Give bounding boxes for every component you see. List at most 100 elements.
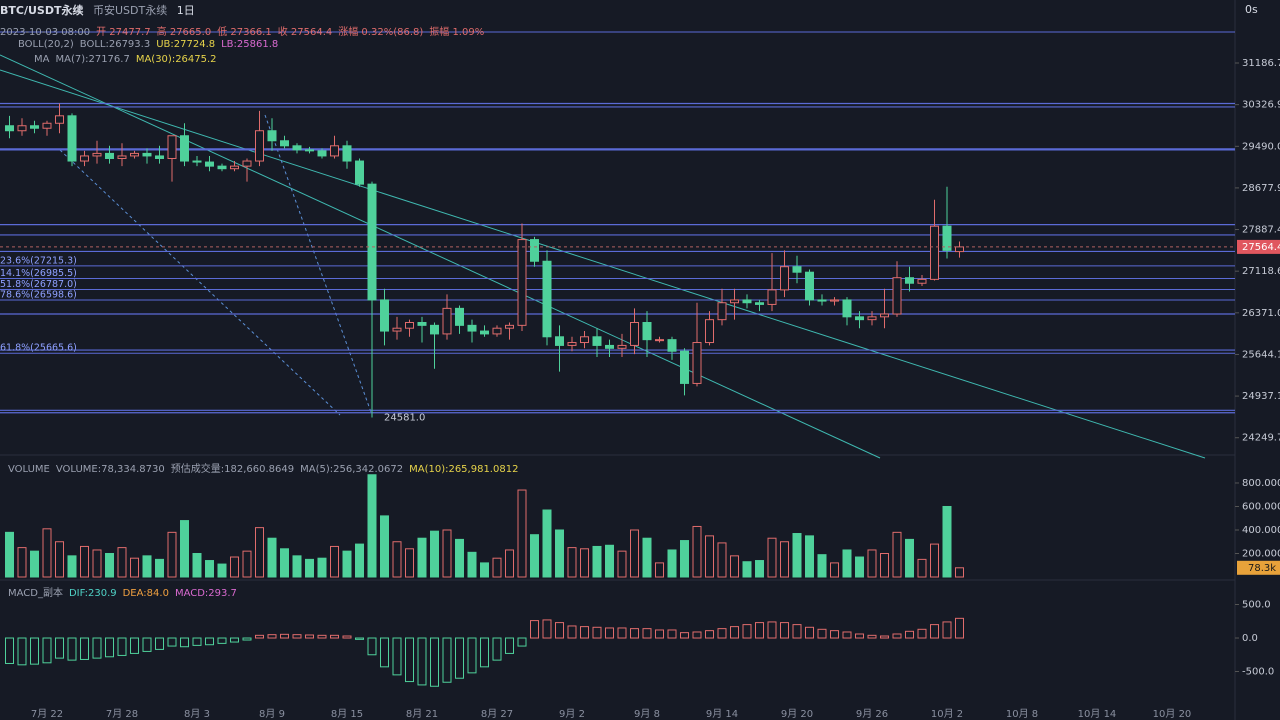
- candle-body: [642, 322, 652, 341]
- x-tick-label: 8月 9: [259, 708, 285, 720]
- volume-bar: [430, 530, 439, 578]
- x-tick-label: 9月 26: [856, 708, 888, 720]
- volume-bar: [467, 551, 477, 578]
- exchange: 币安USDT永续: [92, 4, 168, 17]
- candle-body: [542, 260, 552, 338]
- macd-bar: [542, 619, 552, 639]
- fib-label: 78.6%(26598.6): [0, 290, 77, 301]
- macd-bar: [267, 634, 277, 639]
- macd-bar: [330, 634, 339, 639]
- volume-bar: [67, 555, 77, 578]
- candle-body: [517, 239, 527, 326]
- candle-body: [92, 152, 102, 157]
- y-tick-label: 27887.4: [1242, 225, 1280, 236]
- candle-body: [280, 140, 289, 147]
- volume-bar: [405, 548, 414, 578]
- volume-bar: [692, 525, 702, 578]
- macd-bar: [5, 637, 14, 664]
- macd-bar: [367, 637, 377, 656]
- candle-body: [30, 125, 39, 129]
- candle-body: [605, 344, 614, 349]
- x-tick-label: 9月 8: [634, 708, 660, 720]
- volume: MA(10):265,981.0812: [409, 464, 519, 475]
- macd-bar: [867, 634, 877, 639]
- macd-bar: [67, 637, 77, 661]
- macd-bar: [655, 629, 664, 639]
- candle-body: [805, 271, 814, 301]
- macd-bar: [280, 633, 289, 639]
- fib-label: 51.8%(26787.0): [0, 279, 77, 290]
- price-tag-label: 27564.4: [1242, 242, 1280, 253]
- candle-body: [380, 299, 389, 332]
- macd-bar: [392, 637, 402, 676]
- macd-bar: [205, 637, 214, 646]
- macd-bar: [755, 622, 764, 639]
- macd-bar: [480, 637, 489, 668]
- volume-bar: [555, 529, 564, 578]
- ma: MA: [34, 54, 50, 65]
- volume-bar: [380, 515, 389, 578]
- candle-body: [880, 313, 889, 318]
- candle-body: [205, 161, 214, 167]
- volume-bar: [567, 547, 577, 578]
- y-tick-label: 24249.7: [1242, 433, 1280, 444]
- volume-bar: [392, 541, 402, 578]
- info: 收 27564.4: [277, 27, 333, 38]
- ma: MA(7):27176.7: [55, 54, 130, 65]
- y-tick-label: 400.000: [1242, 525, 1280, 536]
- volume-bar: [42, 528, 52, 578]
- y-tick-label: 26371.0: [1242, 308, 1280, 319]
- y-tick-label: 28677.9: [1242, 183, 1280, 194]
- macd: DEA:84.0: [122, 588, 169, 599]
- info: 振幅 1.09%: [429, 27, 485, 38]
- macd-bar: [442, 637, 452, 683]
- volume-bar: [680, 540, 689, 578]
- x-tick-label: 10月 14: [1078, 708, 1117, 720]
- macd-bar: [567, 625, 577, 639]
- candle-body: [105, 152, 114, 159]
- macd-bar: [592, 626, 602, 639]
- boll: BOLL:26793.3: [79, 39, 151, 50]
- macd: MACD_副本: [8, 588, 63, 599]
- volume-bar: [292, 555, 302, 578]
- volume: MA(5):256,342.0672: [300, 464, 404, 475]
- y-tick-label: 600.000: [1242, 501, 1280, 512]
- x-tick-label: 7月 28: [106, 708, 138, 720]
- fib-label: 23.6%(27215.3): [0, 255, 77, 266]
- volume-bar: [442, 529, 452, 578]
- candle-body: [405, 322, 414, 329]
- candle-body: [17, 125, 27, 132]
- macd-bar: [605, 627, 614, 639]
- y-tick-label: 30326.9: [1242, 100, 1280, 111]
- macd-bar: [155, 637, 164, 650]
- candle-body: [180, 135, 189, 162]
- macd-bar: [405, 637, 414, 683]
- x-tick-label: 10月 8: [1006, 708, 1038, 720]
- macd-bar: [117, 637, 127, 656]
- candle-body: [917, 278, 927, 284]
- interval[interactable]: 1日: [176, 4, 195, 17]
- volume-bar: [92, 549, 102, 578]
- y-tick-label: 29490.0: [1242, 141, 1280, 152]
- volume-bar: [505, 549, 514, 578]
- symbol[interactable]: BTC/USDT永续: [0, 4, 84, 17]
- volume-bar: [342, 550, 352, 578]
- macd-bar: [780, 622, 789, 639]
- candle-body: [630, 322, 639, 346]
- x-tick-label: 9月 20: [781, 708, 813, 720]
- volume-bar: [492, 557, 502, 578]
- candle-body: [680, 350, 689, 384]
- fib-line: [59, 149, 341, 416]
- candle-body: [455, 307, 464, 326]
- candle-body: [417, 322, 427, 326]
- candle-body: [780, 266, 789, 291]
- macd-bar: [242, 637, 252, 641]
- volume-bar: [542, 509, 552, 578]
- x-tick-label: 9月 2: [559, 708, 585, 720]
- candle-body: [655, 339, 664, 342]
- macd-bar: [80, 637, 89, 660]
- macd-bar: [705, 630, 714, 639]
- candle-body: [317, 150, 327, 157]
